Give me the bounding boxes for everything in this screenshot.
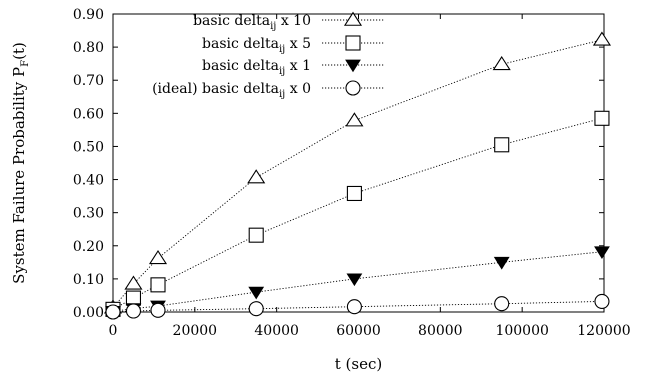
x-axis-title: t (sec): [335, 355, 382, 373]
data-point: [150, 277, 166, 293]
y-tick-label: 0.70: [73, 73, 104, 89]
legend-label: (ideal) basic deltaij x 0: [152, 81, 311, 100]
plot-frame: [112, 13, 605, 313]
x-tick-label: 20000: [173, 323, 218, 339]
data-point: [494, 296, 510, 312]
series-3: [105, 293, 610, 320]
data-point: [493, 256, 510, 270]
legend-marker: [343, 11, 363, 26]
y-tick-label: 0.90: [73, 7, 104, 23]
series-0: [103, 31, 612, 314]
y-tick-label: 0.50: [73, 139, 104, 155]
x-tick-label: 80000: [418, 323, 463, 339]
data-point: [345, 112, 364, 127]
data-point: [346, 185, 362, 202]
legend-item: basic deltaij x 10: [193, 11, 385, 32]
x-tick-label: 40000: [254, 323, 299, 339]
data-point: [346, 273, 363, 287]
chart-axes: 0 20000 40000 60000 80000 100000 120000 0.00 0.1…: [73, 7, 631, 339]
y-tick-label: 0.60: [73, 106, 104, 122]
series-1: [105, 110, 610, 317]
data-point: [125, 303, 142, 319]
legend-item: (ideal) basic deltaij x 0: [152, 80, 385, 100]
y-tick-label: 0.30: [73, 206, 104, 222]
data-point: [248, 301, 264, 317]
data-point: [150, 302, 166, 318]
x-tick-label: 120000: [577, 323, 630, 339]
y-axis-title-main: System Failure Probability P: [10, 67, 28, 284]
chart-series: [103, 31, 612, 320]
x-tick-label: 60000: [336, 323, 381, 339]
data-point: [247, 169, 266, 184]
legend-item: basic deltaij x 5: [202, 35, 385, 55]
data-point: [594, 246, 610, 259]
y-axis-title: System Failure Probability PF(t): [10, 42, 31, 284]
legend-marker: [345, 35, 361, 51]
y-tick-label: 0.00: [73, 305, 104, 321]
data-point: [125, 290, 142, 306]
data-point: [124, 275, 143, 290]
data-point: [594, 293, 610, 309]
y-tick-label: 0.40: [73, 173, 104, 189]
y-axis-title-tail: (t): [10, 42, 28, 60]
y-axis-title-subscript: F: [20, 60, 31, 67]
legend-label: basic deltaij x 10: [193, 13, 311, 32]
y-tick-label: 0.10: [73, 272, 104, 288]
data-point: [105, 304, 121, 320]
chart-legend: basic deltaij x 10 basic deltaij x 5 basic…: [152, 11, 385, 100]
legend-label: basic deltaij x 1: [202, 58, 311, 77]
y-tick-label: 0.20: [73, 239, 104, 255]
x-tick-label: 0: [109, 323, 118, 339]
data-point: [494, 137, 510, 153]
legend-item: basic deltaij x 1: [202, 58, 385, 77]
legend-label: basic deltaij x 5: [202, 36, 311, 55]
data-point: [248, 227, 264, 243]
data-point: [592, 31, 612, 46]
legend-marker: [345, 59, 361, 73]
legend-marker: [345, 80, 361, 96]
x-tick-label: 100000: [495, 323, 548, 339]
data-point: [248, 286, 265, 300]
y-tick-label: 0.80: [73, 40, 104, 56]
series-line: [112, 39, 603, 308]
data-point: [346, 299, 362, 315]
data-point: [594, 110, 610, 126]
data-point: [148, 249, 168, 265]
data-point: [492, 55, 511, 71]
